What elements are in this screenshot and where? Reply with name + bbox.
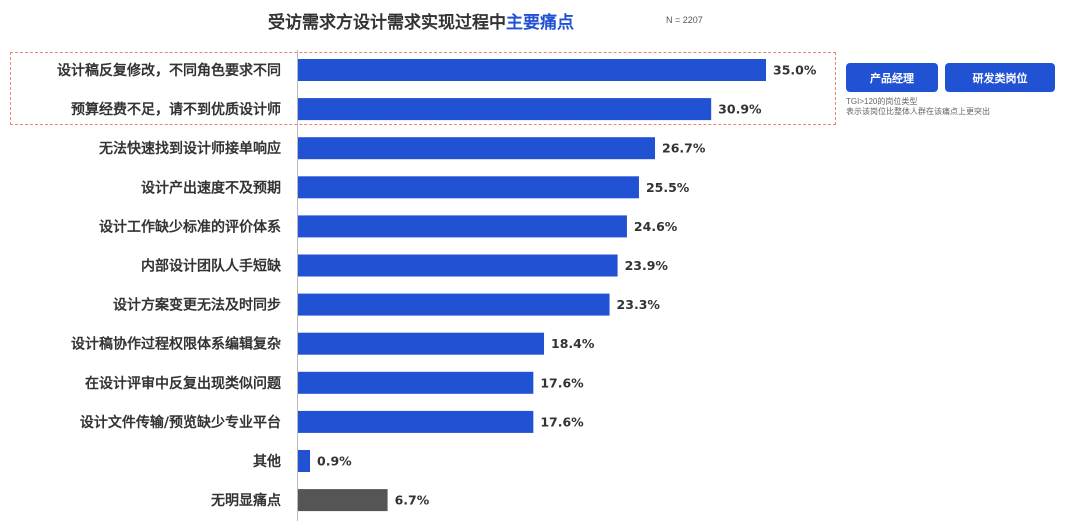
tgi-note-line1: TGI>120的岗位类型 (846, 97, 918, 106)
bars-group: 设计稿反复修改，不同角色要求不同 35.0% 预算经费不足，请不到优质设计师 30.9… (57, 59, 817, 512)
tag-rd-role: 研发类岗位 (945, 63, 1055, 92)
bar (298, 371, 534, 394)
bar (298, 450, 311, 472)
value-label: 25.5% (646, 180, 690, 195)
tgi-note-line2: 表示该岗位比整体人群在该痛点上更突出 (846, 107, 990, 116)
value-label: 18.4% (551, 336, 595, 351)
sample-size: N = 2207 (666, 15, 703, 25)
tag-product-manager: 产品经理 (846, 63, 938, 92)
category-label: 设计稿反复修改，不同角色要求不同 (57, 62, 281, 79)
bar (298, 254, 618, 277)
value-label: 24.6% (634, 219, 678, 234)
bar (298, 215, 627, 238)
bar (298, 98, 712, 121)
value-label: 17.6% (540, 375, 584, 390)
bar (298, 410, 534, 433)
value-label: 23.9% (625, 258, 669, 273)
category-label: 内部设计团队人手短缺 (141, 258, 282, 275)
value-label: 30.9% (718, 102, 762, 117)
bar (298, 293, 610, 316)
value-label: 0.9% (317, 454, 352, 469)
category-label: 设计工作缺少标准的评价体系 (99, 218, 281, 235)
bar (298, 489, 388, 512)
value-label: 17.6% (540, 414, 584, 429)
value-label: 6.7% (395, 493, 430, 508)
value-label: 26.7% (662, 141, 706, 156)
highlight-box (10, 52, 836, 125)
value-label: 23.3% (617, 297, 661, 312)
category-label: 设计文件传输/预览缺少专业平台 (80, 414, 281, 431)
chart-title-accent: 主要痛点 (506, 13, 574, 33)
value-label: 35.0% (773, 63, 817, 78)
bar (298, 176, 639, 199)
category-label: 设计稿协作过程权限体系编辑复杂 (71, 336, 281, 353)
category-label: 其他 (253, 453, 281, 470)
category-label: 无明显痛点 (210, 492, 281, 509)
bar (298, 137, 656, 160)
category-label: 设计方案变更无法及时同步 (113, 297, 281, 314)
chart-title-main: 受访需求方设计需求实现过程中 (268, 13, 506, 33)
category-label: 预算经费不足，请不到优质设计师 (71, 101, 281, 118)
category-label: 设计产出速度不及预期 (141, 179, 281, 196)
category-label: 无法快速找到设计师接单响应 (98, 140, 281, 157)
bar (298, 59, 766, 81)
bar (298, 332, 545, 355)
tgi-note: TGI>120的岗位类型 表示该岗位比整体人群在该痛点上更突出 (846, 97, 990, 117)
category-label: 在设计评审中反复出现类似问题 (85, 375, 282, 392)
chart-title: 受访需求方设计需求实现过程中 主要痛点 (268, 8, 574, 34)
